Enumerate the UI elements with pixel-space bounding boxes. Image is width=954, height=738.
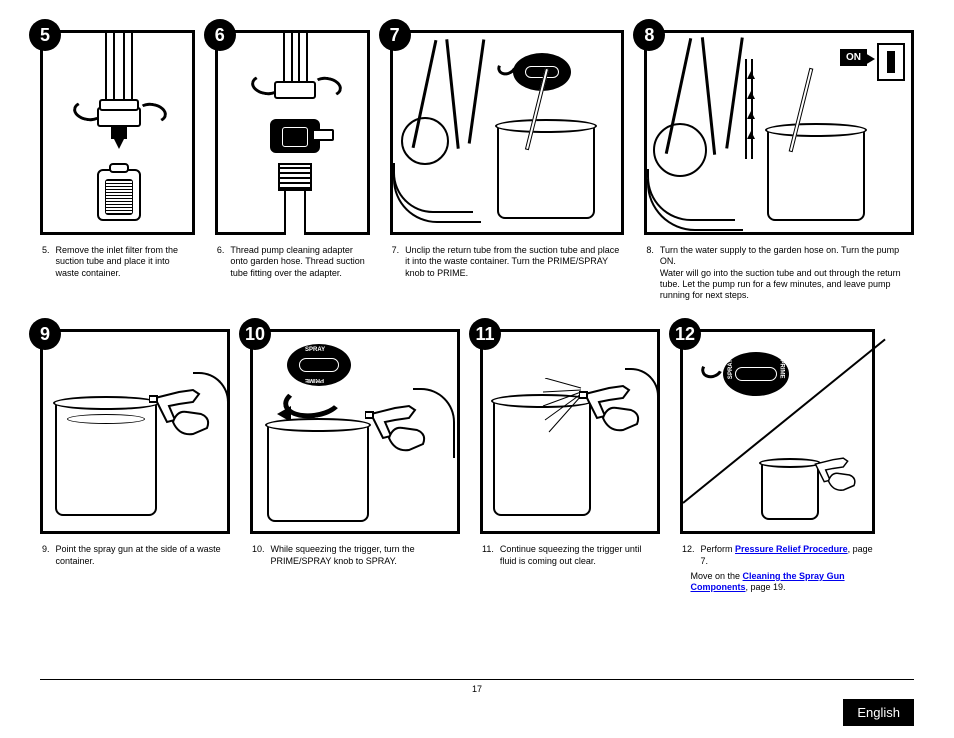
caption-number: 8. [646,245,654,301]
caption-text: Unclip the return tube from the suction … [405,245,622,279]
caption-text: Remove the inlet filter from the suction… [56,245,193,279]
sprayer-cart [659,37,779,167]
waste-bucket [497,125,595,219]
step-8-caption: 8. Turn the water supply to the garden h… [644,245,914,301]
caption-text-2: Water will go into the suction tube and … [660,268,901,301]
step-8: 8 ON [644,30,914,301]
step-6-caption: 6. Thread pump cleaning adapter onto gar… [215,245,370,279]
step-badge: 6 [204,19,236,51]
waste-bucket [55,402,157,516]
inlet-filter [97,169,141,221]
hose-thread [278,163,312,191]
caption-text: Thread pump cleaning adapter onto garden… [230,245,367,279]
hose [193,372,229,432]
hand-icon [827,470,857,492]
step-5: 5 5. Remove the inlet filter from the su… [40,30,195,279]
step-11: 11 [480,329,660,567]
instruction-rows: 5 5. Remove the inlet filter from the su… [40,30,914,593]
footer: English [843,699,914,726]
arrow-stem [111,125,127,139]
step-6: 6 6. Thread pump cleaning adapter onto g… [215,30,370,279]
step-badge: 9 [29,318,61,350]
caption-number: 12. [682,544,695,567]
step-8-illustration: 8 ON [644,30,914,235]
garden-hose [284,191,306,235]
footer-divider [40,679,914,680]
language-tab: English [843,699,914,726]
caption-number: 5. [42,245,50,279]
step-10-illustration: 10 SPRAY PRIME [250,329,460,534]
on-label: ON [840,49,867,66]
step-12: 12 SPRAY PRIME [680,329,875,593]
clip [312,129,334,141]
tube-nut [99,99,139,111]
hose [625,368,659,432]
knob-label-spray: SPRAY [305,347,325,353]
waste-bucket [767,129,865,221]
caption-number: 9. [42,544,50,567]
step-7: 7 [390,30,625,279]
step-5-illustration: 5 [40,30,195,235]
prime-spray-knob: SPRAY PRIME [723,352,789,396]
step-11-caption: 11. Continue squeezing the trigger until… [480,544,660,567]
caption-text: Point the spray gun at the side of a was… [56,544,228,567]
flow-arrow-icon [747,131,755,139]
row-1: 5 5. Remove the inlet filter from the su… [40,30,914,301]
pressure-relief-link[interactable]: Pressure Relief Procedure [735,544,848,554]
page-number: 17 [472,684,482,694]
step-9-illustration: 9 [40,329,230,534]
caption-number: 10. [252,544,265,567]
caption-text: Turn the water supply to the garden hose… [660,245,899,266]
caption-number: 7. [392,245,400,279]
step-10: 10 SPRAY PRIME [250,329,460,567]
step-10-caption: 10. While squeezing the trigger, turn th… [250,544,460,567]
caption-number: 6. [217,245,225,279]
step-badge: 11 [469,318,501,350]
step-badge: 7 [379,19,411,51]
caption-number: 11. [482,544,494,567]
rotate-arrow-icon [699,357,726,381]
knob-label-prime: PRIME [778,360,784,379]
step-7-caption: 7. Unclip the return tube from the sucti… [390,245,625,279]
step-12-illustration: 12 SPRAY PRIME [680,329,875,534]
caption-text: While squeezing the trigger, turn the PR… [271,544,458,567]
flow-arrow-icon [747,91,755,99]
flow-arrow-icon [747,71,755,79]
hose [413,388,455,458]
waste-bucket [267,424,369,522]
step-11-illustration: 11 [480,329,660,534]
hose [393,173,481,223]
step-9-caption: 9. Point the spray gun at the side of a … [40,544,230,567]
arrow-right-icon [865,53,875,65]
caption-pretext: Perform [701,544,736,554]
step-badge: 10 [239,318,271,350]
prime-spray-knob: SPRAY PRIME [287,344,351,386]
step-7-illustration: 7 [390,30,625,235]
power-switch [877,43,905,81]
caption-text: Continue squeezing the trigger until flu… [500,544,658,567]
step-badge: 5 [29,19,61,51]
step-5-caption: 5. Remove the inlet filter from the suct… [40,245,195,279]
knob-label-prime: PRIME [305,377,324,383]
step-12-caption: 12. Perform Pressure Relief Procedure , p… [680,544,875,593]
caption-pretext: Move on the [691,571,743,581]
knob-label-spray: SPRAY [728,359,734,379]
step-6-illustration: 6 [215,30,370,235]
step-9: 9 9. Point the spray gun at the side of … [40,329,230,567]
flow-arrow-icon [747,111,755,119]
caption-posttext: , page 19. [746,582,786,592]
step-badge: 12 [669,318,701,350]
row-2: 9 9. Point the spray gun at the side of … [40,329,914,593]
hose [647,179,743,231]
